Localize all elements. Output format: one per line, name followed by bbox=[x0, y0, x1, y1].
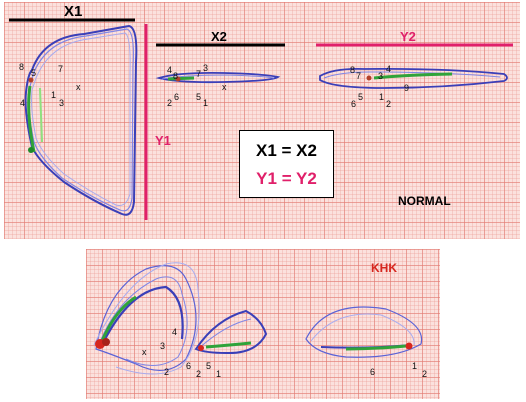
khk-loop3-point-marker: 1 bbox=[412, 361, 418, 371]
loop3-point-marker: 6 bbox=[351, 99, 357, 109]
khk-loop1-point-marker: x bbox=[142, 347, 147, 357]
khk-loop3-point-marker: 6 bbox=[370, 367, 376, 377]
loop2-point-marker: 3 bbox=[203, 63, 209, 73]
loop1-point-marker: 4 bbox=[20, 98, 26, 108]
normal-loop-2 bbox=[155, 71, 281, 84]
khk-loop-3 bbox=[305, 306, 423, 358]
normal-loop-3 bbox=[319, 67, 508, 89]
condition-label-khk: KHK bbox=[371, 261, 397, 275]
loop3-point-marker: 8 bbox=[350, 65, 356, 75]
loop2-point-marker: x bbox=[222, 82, 227, 92]
equation-x: X1 = X2 bbox=[256, 141, 317, 160]
khk-loop2-point-marker: 6 bbox=[186, 361, 192, 371]
loop3-point-marker: 3 bbox=[378, 71, 384, 81]
loop2-point-marker: 7 bbox=[196, 69, 202, 79]
equation-box: X1 = X2 Y1 = Y2 bbox=[239, 130, 334, 198]
loop2-point-marker: 8 bbox=[173, 71, 179, 81]
khk-loop2-point-marker: 1 bbox=[216, 369, 222, 379]
y1-label: Y1 bbox=[155, 133, 171, 148]
loop1-point-marker: 5 bbox=[31, 68, 37, 78]
loop2-point-marker: 2 bbox=[167, 98, 173, 108]
y2-label: Y2 bbox=[400, 29, 416, 44]
loop1-point-marker: 3 bbox=[59, 98, 65, 108]
khk-loop-2 bbox=[194, 309, 268, 355]
khk-loop1-point-marker: 2 bbox=[164, 367, 170, 377]
khk-loop1-point-marker: 4 bbox=[172, 327, 178, 337]
khk-loop3-point-marker: 2 bbox=[422, 369, 428, 379]
normal-loops-svg bbox=[9, 18, 513, 220]
loop3-point-marker: 9 bbox=[404, 83, 410, 93]
khk-vectorcardiogram-panel: KHK 4 3 x 2 6 5 2 1 6 1 2 bbox=[86, 249, 440, 399]
x1-label: X1 bbox=[64, 3, 83, 20]
loop2-point-marker: 6 bbox=[174, 92, 180, 102]
condition-label-normal: NORMAL bbox=[398, 194, 451, 208]
loop1-point-marker: x bbox=[76, 82, 81, 92]
loop1-point-marker: 8 bbox=[19, 62, 25, 72]
loop3-point-marker: 4 bbox=[386, 64, 392, 74]
loop2-point-marker: 5 bbox=[196, 92, 202, 102]
khk-loop2-point-marker: 5 bbox=[206, 361, 212, 371]
khk-loops-svg bbox=[93, 262, 423, 375]
loop2-point-marker: 4 bbox=[167, 65, 173, 75]
equation-y: Y1 = Y2 bbox=[256, 169, 317, 188]
normal-loop-1 bbox=[24, 24, 138, 216]
normal-vectorcardiogram-panel: X1 X2 Y2 Y1 8 5 7 4 1 3 x 4 8 3 7 x 2 6 … bbox=[4, 2, 520, 239]
loop3-point-marker: 7 bbox=[356, 71, 362, 81]
loop1-point-marker: 1 bbox=[51, 90, 57, 100]
loop3-point-marker: 1 bbox=[379, 92, 385, 102]
loop2-point-marker: 1 bbox=[203, 98, 209, 108]
khk-loop2-point-marker: 2 bbox=[196, 369, 202, 379]
loop1-point-marker: 7 bbox=[58, 64, 64, 74]
loop3-point-marker: 5 bbox=[358, 92, 364, 102]
khk-loop-1 bbox=[93, 262, 200, 375]
x2-label: X2 bbox=[211, 29, 227, 44]
loop3-point-marker: 2 bbox=[386, 99, 392, 109]
khk-loop1-point-marker: 3 bbox=[160, 341, 166, 351]
